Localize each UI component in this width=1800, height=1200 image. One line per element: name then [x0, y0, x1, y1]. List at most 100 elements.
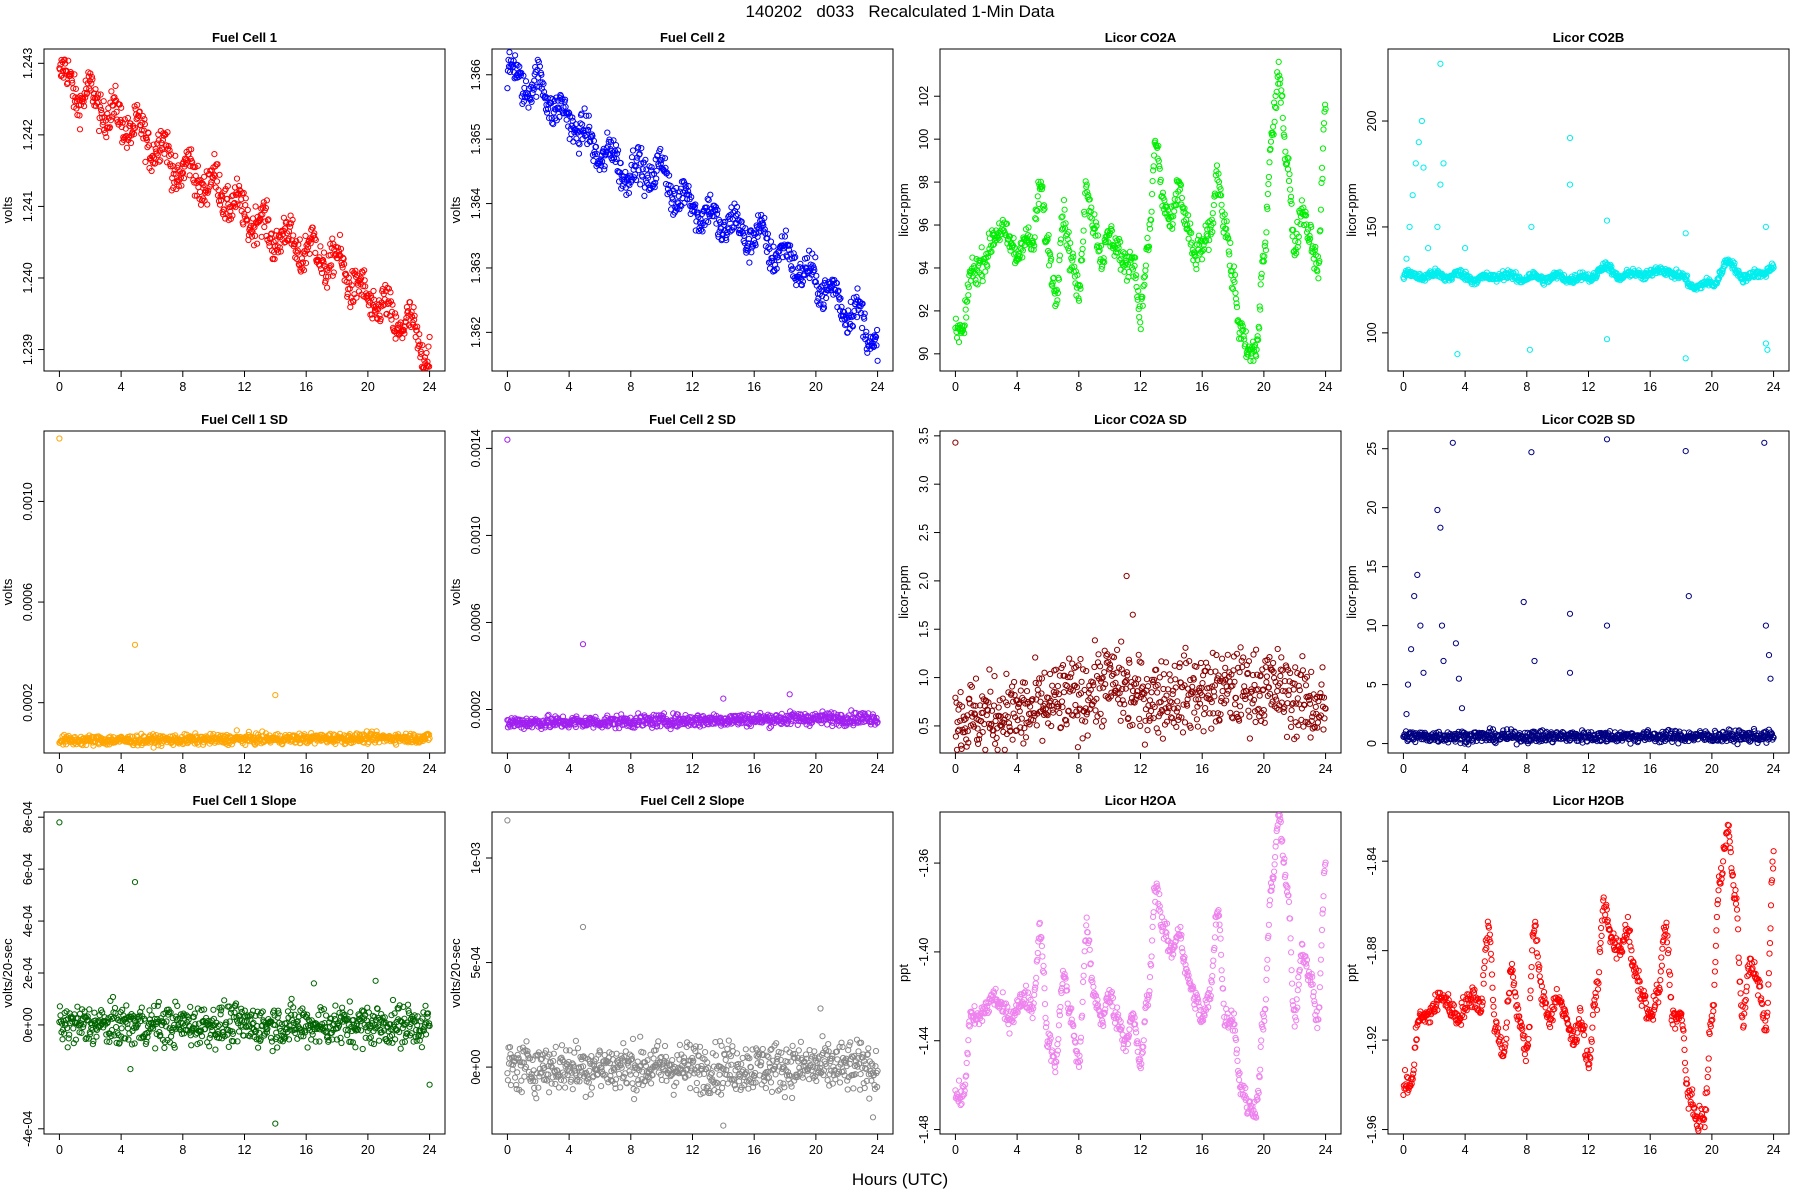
data-point: [1080, 227, 1087, 234]
data-point: [361, 277, 368, 284]
data-point: [644, 172, 651, 179]
data-point: [1156, 165, 1163, 172]
data-point: [799, 265, 806, 272]
data-point: [1041, 669, 1048, 676]
data-point: [145, 142, 153, 149]
data-point: [263, 197, 270, 204]
data-point: [88, 80, 95, 87]
y-axis-title: licor-ppm: [896, 183, 911, 236]
data-point: [1267, 138, 1275, 145]
data-point: [65, 57, 72, 64]
data-point: [1118, 638, 1125, 645]
data-point: [1240, 333, 1247, 340]
data-point: [633, 176, 640, 184]
data-point: [1126, 659, 1133, 666]
data-point: [167, 163, 174, 170]
data-point: [1285, 177, 1293, 185]
data-point: [1074, 744, 1082, 751]
data-point: [1156, 163, 1163, 170]
data-point: [1135, 306, 1142, 313]
data-point: [779, 254, 787, 261]
data-point: [1031, 234, 1038, 241]
data-point: [98, 106, 105, 114]
y-tick-label: 1.362: [469, 317, 483, 348]
data-point: [579, 121, 586, 128]
y-tick-label: 0.0002: [469, 690, 483, 728]
data-point: [1146, 225, 1154, 232]
data-point: [813, 272, 820, 279]
data-point: [1123, 277, 1131, 284]
data-point: [1054, 683, 1062, 690]
y-tick-label: 2.0: [917, 572, 931, 589]
data-point: [963, 314, 970, 321]
data-point: [853, 314, 861, 321]
data-point: [577, 120, 584, 127]
data-point: [1035, 178, 1042, 185]
x-tick-label: 0: [504, 380, 511, 394]
data-point: [111, 94, 118, 101]
x-tick-label: 8: [1075, 762, 1082, 776]
data-point: [1166, 671, 1173, 678]
data-point: [520, 98, 528, 105]
data-point: [834, 288, 842, 295]
data-point: [191, 192, 198, 199]
data-point: [1137, 319, 1144, 326]
data-point: [1095, 248, 1102, 255]
data-point: [1058, 698, 1066, 705]
data-point: [787, 242, 794, 249]
x-tick-label: 16: [299, 762, 313, 776]
data-point: [872, 333, 880, 341]
data-point: [714, 207, 721, 214]
y-tick-label: 1.366: [469, 59, 483, 90]
data-point: [1201, 246, 1208, 253]
data-point: [842, 314, 849, 321]
data-point: [504, 85, 511, 92]
data-point: [1121, 268, 1128, 275]
data-point: [1169, 221, 1176, 228]
data-point: [661, 155, 669, 162]
data-point: [1065, 229, 1072, 236]
data-point: [678, 202, 685, 209]
data-point: [1214, 177, 1221, 184]
data-point: [118, 123, 125, 131]
outlier-point: [1603, 217, 1611, 224]
data-point: [960, 326, 967, 333]
data-point: [186, 172, 193, 179]
data-point: [1149, 191, 1156, 198]
data-point: [1227, 239, 1234, 246]
data-point: [982, 746, 989, 753]
data-point: [159, 137, 166, 144]
outlier-point: [1434, 223, 1441, 230]
outlier-point: [1437, 60, 1444, 67]
data-point: [1215, 170, 1222, 177]
data-point: [1318, 164, 1326, 171]
y-axis-title: licor-ppm: [1344, 183, 1359, 236]
data-point: [1129, 266, 1137, 273]
data-point: [417, 354, 424, 361]
data-point: [1060, 197, 1068, 204]
data-point: [581, 105, 588, 112]
data-point: [1174, 698, 1181, 705]
data-point: [1139, 302, 1146, 309]
data-point: [1218, 201, 1225, 208]
y-tick-label: 200: [1365, 111, 1379, 132]
x-tick-label: 20: [361, 380, 375, 394]
data-point: [984, 263, 991, 270]
data-point: [635, 144, 642, 151]
data-point: [1232, 289, 1239, 297]
data-point: [406, 299, 414, 306]
data-point: [230, 200, 237, 207]
data-point: [388, 308, 396, 315]
x-tick-label: 0: [56, 762, 63, 776]
data-point: [1009, 736, 1016, 743]
x-tick-label: 12: [686, 762, 700, 776]
data-point: [307, 240, 314, 247]
data-point: [141, 121, 148, 128]
data-point: [423, 349, 430, 357]
panel-title: Fuel Cell 2 SD: [649, 412, 736, 427]
outlier-point: [1682, 355, 1689, 362]
y-tick-label: 0.0002: [21, 684, 35, 722]
data-point: [952, 694, 959, 701]
data-point: [163, 159, 171, 166]
data-point: [1058, 214, 1065, 221]
